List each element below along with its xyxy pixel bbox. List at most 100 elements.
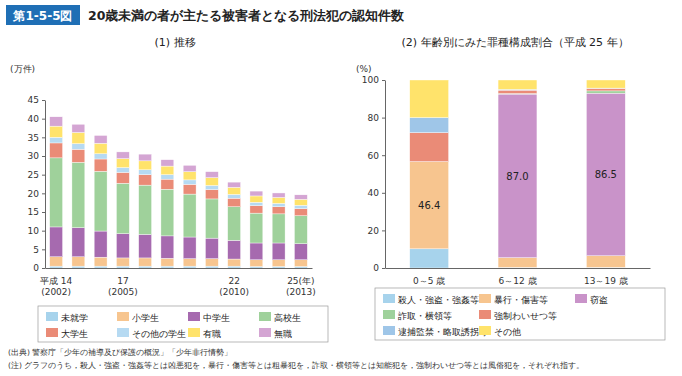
y-tick: 0 (373, 263, 385, 273)
bar-segment (72, 257, 85, 266)
y-tick-label: 100 (362, 75, 379, 85)
bar-segment (250, 213, 263, 243)
bar-segment (139, 266, 152, 268)
bar-segment (72, 228, 85, 257)
bar-segment (183, 165, 196, 171)
bar-segment (72, 144, 85, 150)
y-tick-mark (42, 175, 45, 176)
bar-segment (205, 190, 218, 199)
bar-segment (183, 172, 196, 180)
legend-swatch (479, 310, 491, 319)
bar-segment (161, 179, 174, 189)
bar-segment (161, 160, 174, 166)
x-axis: 0～5 歳6～12 歳13～19 歳 (386, 268, 651, 286)
bar-segment (94, 143, 107, 153)
bar-segment (116, 234, 129, 258)
y-tick: 0 (33, 263, 45, 273)
bar-segment (205, 199, 218, 238)
bar-segment (294, 199, 307, 205)
bar-segment (294, 267, 307, 268)
y-tick: 45 (28, 95, 45, 105)
figure: 第1-5-5図20歳未満の者が主たる被害者となる刑法犯の認知件数(出典) 警察庁… (0, 0, 682, 376)
bar-segment (272, 207, 285, 214)
y-tick-mark (42, 268, 45, 269)
chart-title: (1) 推移 (154, 36, 195, 49)
bar-segment (183, 266, 196, 268)
bar-segment (94, 159, 107, 171)
y-tick: 100 (362, 75, 385, 85)
bar-segment (410, 118, 449, 133)
bar-segment (228, 198, 241, 207)
bar-segment (228, 259, 241, 266)
bar-segment (139, 234, 152, 258)
legend-swatch (479, 326, 491, 335)
bar-segment (50, 266, 63, 268)
legend-label: 暴行・傷害等 (494, 295, 548, 305)
y-tick-mark (42, 249, 45, 250)
legend-swatch (383, 310, 395, 319)
bar-segment (250, 196, 263, 202)
bar-segment (498, 90, 537, 93)
x-tick: 22(2010) (219, 268, 249, 297)
bar-segment (139, 258, 152, 266)
y-tick: 35 (28, 133, 45, 143)
bar-segment (139, 185, 152, 234)
bars (50, 117, 308, 268)
header-label: 第1-5-5図 (12, 9, 72, 23)
legend-label: その他の学生 (132, 329, 186, 339)
y-tick: 20 (28, 189, 45, 199)
bar-segment (586, 80, 625, 88)
bar-segment (72, 124, 85, 132)
bar-segment (205, 259, 218, 266)
legend-label: 詐取・横領等 (398, 311, 452, 321)
bar-segment (116, 152, 129, 159)
y-tick: 80 (368, 113, 385, 123)
bar-segment (139, 170, 152, 175)
bar-segment (161, 266, 174, 268)
bar-segment (50, 143, 63, 158)
bars (410, 80, 626, 268)
y-tick-mark (42, 231, 45, 232)
y-tick: 5 (33, 245, 45, 255)
y-axis-title: (万件) (10, 64, 35, 74)
legend-label: 中学生 (203, 313, 230, 323)
y-tick: 40 (368, 188, 385, 198)
bar-segment (183, 184, 196, 194)
legend-swatch (46, 328, 58, 337)
note: (出典) 警察庁「少年の補導及び保護の概況」「少年非行情勢」 (8, 348, 232, 357)
bar-segment (72, 132, 85, 143)
x-tick: 25(年)(2013) (286, 268, 316, 297)
bar-segment (272, 203, 285, 206)
bar-segment (294, 195, 307, 199)
y-tick-mark (42, 193, 45, 194)
legend: 殺人・強盗・強姦等暴行・傷害等窃盗詐取・横領等強制わいせつ等逮捕監禁・略取誘拐等… (375, 288, 665, 340)
legend-label: 強制わいせつ等 (494, 311, 557, 321)
bar-segment (410, 249, 449, 268)
y-tick-mark (382, 80, 385, 81)
bar-segment (294, 209, 307, 216)
x-tick-label: 平成 14(2002) (40, 276, 73, 297)
bar-segment (50, 137, 63, 143)
bar-segment (72, 266, 85, 268)
legend-label: 小学生 (132, 313, 159, 323)
y-tick: 30 (28, 151, 45, 161)
y-tick: 40 (28, 114, 45, 124)
bar-segment (410, 133, 449, 162)
y-axis: 020406080100 (362, 75, 386, 273)
bar-segment (183, 259, 196, 266)
bar-segment (161, 166, 174, 175)
data-labels: 46.487.086.5 (418, 169, 617, 211)
x-axis-line (386, 268, 651, 269)
bar-segment (294, 260, 307, 267)
bar-segment (228, 266, 241, 268)
y-tick-label: 35 (28, 133, 39, 143)
y-tick-label: 0 (373, 263, 379, 273)
bar-segment (50, 257, 63, 266)
x-tick: 17(2005) (108, 268, 138, 297)
x-axis-line (46, 268, 313, 269)
bar-segment (228, 207, 241, 241)
bar-segment (498, 258, 537, 268)
legend-box (38, 306, 328, 342)
bar-segment (498, 80, 537, 89)
y-tick-label: 40 (28, 114, 40, 124)
